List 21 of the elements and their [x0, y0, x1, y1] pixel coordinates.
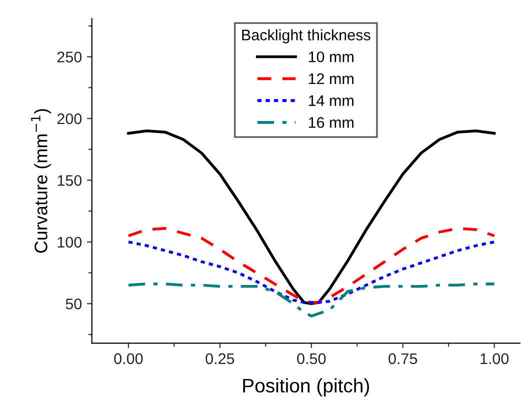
legend-title: Backlight thickness — [242, 29, 370, 44]
x-tick-label: 0.50 — [297, 353, 326, 364]
y-tick-label: 250 — [57, 52, 82, 62]
legend-label: 12 mm — [308, 73, 354, 84]
x-tick-label: 0.75 — [388, 353, 418, 364]
x-tick-label: 0.00 — [114, 353, 143, 364]
legend-label: 14 mm — [308, 95, 354, 106]
line-series — [127, 129, 496, 306]
x-tick-label: 1.00 — [480, 353, 509, 364]
legend-label: 10 mm — [308, 51, 354, 62]
line-series — [127, 282, 496, 318]
line-series — [127, 226, 496, 304]
y-tick-label: 50 — [66, 298, 82, 310]
line-series — [127, 240, 496, 304]
x-tick-label: 0.25 — [206, 353, 234, 364]
y-tick-label: 150 — [58, 175, 82, 186]
y-tick-label: 200 — [57, 113, 82, 124]
legend-label: 16 mm — [308, 117, 354, 128]
y-tick-label: 100 — [58, 236, 82, 248]
y-axis-title: Curvature (mm$^{−1}$) — [31, 109, 51, 253]
x-axis-title: Position (pitch) — [243, 378, 369, 396]
